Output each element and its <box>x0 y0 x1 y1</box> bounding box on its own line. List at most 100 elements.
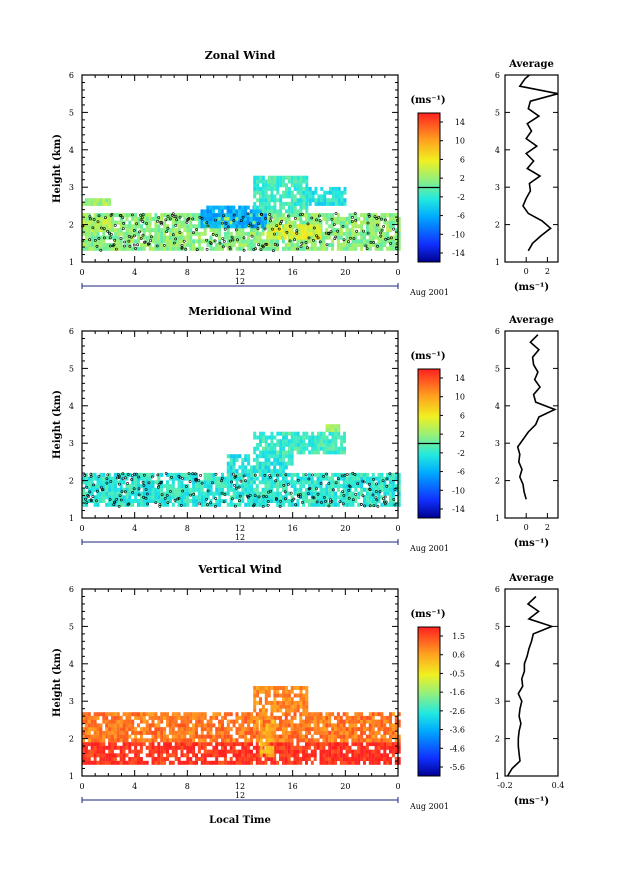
heatmap-cell <box>337 428 341 432</box>
heatmap-cell <box>337 424 341 429</box>
heatmap-cell <box>84 499 88 503</box>
heatmap-cell <box>226 480 230 485</box>
heatmap-cell <box>345 715 349 720</box>
heatmap-cell <box>283 228 287 233</box>
heatmap-cell <box>293 704 297 709</box>
heatmap-cell <box>186 715 190 720</box>
contour-mark <box>372 477 375 481</box>
heatmap-cell <box>281 246 285 251</box>
heatmap-cell <box>255 757 259 761</box>
heatmap-cell <box>322 730 326 735</box>
contour-mark <box>385 477 389 481</box>
heatmap-cell <box>212 216 216 221</box>
heatmap-cell <box>256 183 260 188</box>
heatmap-cell <box>290 450 294 455</box>
heatmap-cell <box>189 715 193 720</box>
contour-mark <box>318 219 322 223</box>
heatmap-cell <box>128 220 132 225</box>
heatmap-cell <box>270 243 274 247</box>
heatmap-cell <box>268 723 272 728</box>
heatmap-cell <box>177 723 181 728</box>
heatmap-cell <box>215 499 219 503</box>
heatmap-cell <box>258 224 262 229</box>
heatmap-cell <box>270 760 274 765</box>
heatmap-cell <box>244 730 248 735</box>
heatmap-cell <box>383 213 387 218</box>
heatmap-cell <box>287 439 291 444</box>
heatmap-cell <box>137 723 140 728</box>
heatmap-cell <box>200 213 204 218</box>
heatmap-cell <box>250 231 253 236</box>
heatmap-cell <box>177 727 181 732</box>
heatmap-cell <box>108 480 112 485</box>
heatmap-cell <box>171 246 175 251</box>
heatmap-cell <box>374 224 378 229</box>
heatmap-cell <box>273 469 277 474</box>
heatmap-cell <box>174 472 178 477</box>
heatmap-cell <box>313 727 317 732</box>
heatmap-cell <box>273 484 277 489</box>
heatmap-cell <box>252 220 256 225</box>
heatmap-cell <box>232 719 236 724</box>
heatmap-cell <box>139 727 143 732</box>
heatmap-cell <box>137 760 140 765</box>
heatmap-cell <box>394 246 398 251</box>
heatmap-cell <box>134 484 138 489</box>
heatmap-cell <box>241 760 245 765</box>
heatmap-cell <box>131 487 135 492</box>
heatmap-cell <box>310 738 314 743</box>
heatmap-cell <box>287 194 291 199</box>
heatmap-cell <box>319 745 323 750</box>
heatmap-cell <box>235 216 239 221</box>
heatmap-cell <box>270 742 274 747</box>
heatmap-cell <box>305 442 309 447</box>
heatmap-cell <box>331 435 335 440</box>
contour-mark <box>118 482 121 486</box>
heatmap-cell <box>84 727 88 732</box>
heatmap-cell <box>279 708 283 713</box>
heatmap-cell <box>325 424 329 429</box>
heatmap-cell <box>284 499 288 503</box>
heatmap-cell <box>276 175 280 180</box>
contour-mark <box>300 241 304 245</box>
heatmap-cell <box>354 742 358 747</box>
heatmap-cell <box>279 484 282 489</box>
contour-mark <box>117 504 121 508</box>
heatmap-cell <box>357 472 361 477</box>
heatmap-cell <box>331 239 335 244</box>
heatmap-cell <box>90 476 94 481</box>
heatmap-cell <box>296 742 300 747</box>
heatmap-cell <box>189 243 193 247</box>
heatmap-cell <box>290 480 294 485</box>
heatmap-cell <box>371 738 375 743</box>
heatmap-cell <box>276 243 280 247</box>
heatmap-cell <box>183 487 187 492</box>
heatmap-cell <box>273 730 277 735</box>
contour-mark <box>100 226 103 230</box>
heatmap-cell <box>113 235 117 240</box>
heatmap-cell <box>310 760 314 765</box>
heatmap-cell <box>371 715 375 720</box>
heatmap-cell <box>111 723 114 728</box>
heatmap-cell <box>108 213 112 218</box>
heatmap-cell <box>290 686 294 690</box>
heatmap-cell <box>386 213 390 218</box>
heatmap-cell <box>131 216 135 221</box>
heatmap-cell <box>331 213 335 218</box>
avg-y-tick-label: 5 <box>495 364 500 373</box>
heatmap-cell <box>180 484 184 489</box>
heatmap-cell <box>125 491 129 496</box>
contour-mark <box>325 472 328 476</box>
heatmap-cell <box>168 730 172 735</box>
heatmap-cell <box>229 213 233 218</box>
heatmap-cell <box>336 213 340 218</box>
heatmap-cell <box>166 243 169 247</box>
heatmap-cell <box>365 213 369 218</box>
heatmap-cell <box>93 246 97 251</box>
heatmap-cell <box>163 715 167 720</box>
contour-mark <box>319 482 323 485</box>
heatmap-cell <box>397 495 401 500</box>
heatmap-cell <box>299 190 303 195</box>
heatmap-cell <box>241 246 245 251</box>
